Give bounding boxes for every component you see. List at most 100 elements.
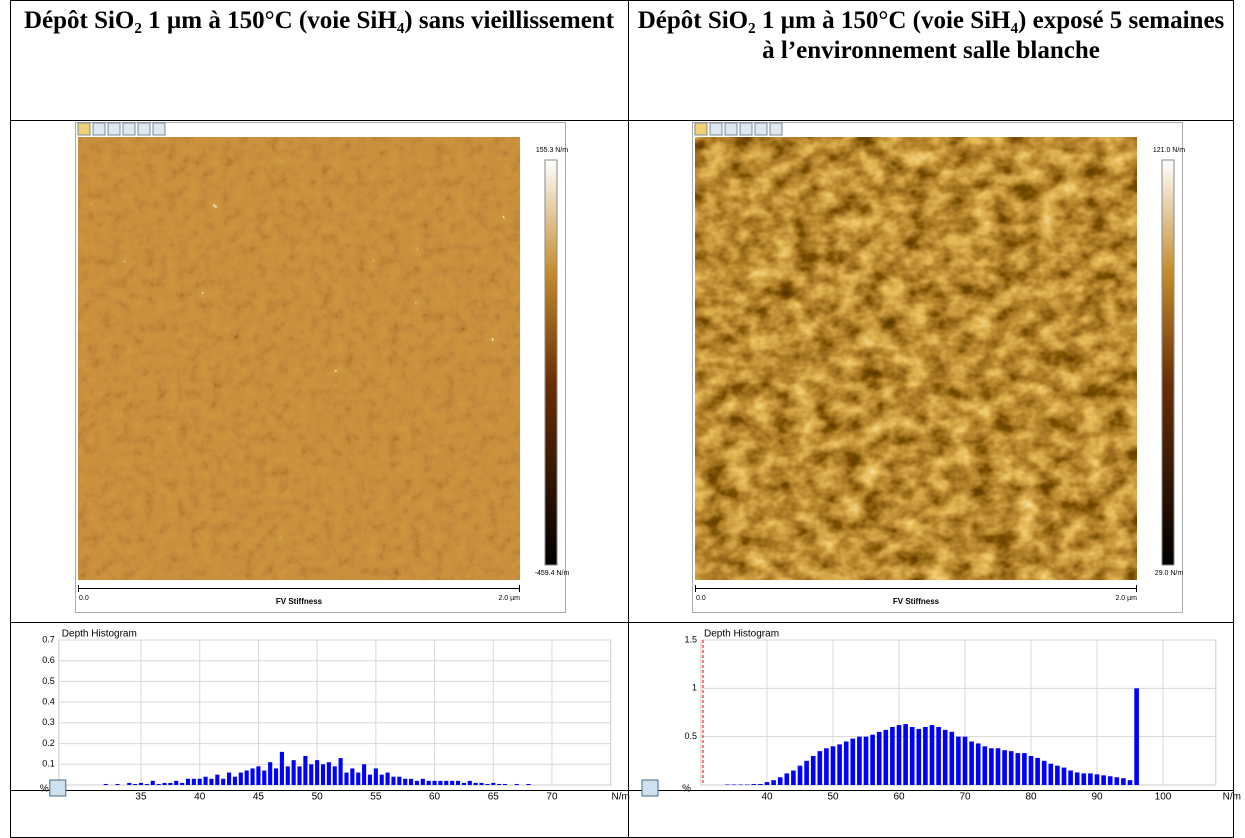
histogram-bar bbox=[1061, 767, 1067, 785]
histogram-bar bbox=[156, 783, 161, 785]
histogram-bar bbox=[338, 758, 343, 785]
toolbar-icon bbox=[92, 122, 106, 136]
histogram-bar bbox=[256, 766, 261, 785]
histogram-bar bbox=[1055, 765, 1060, 785]
histogram-bar bbox=[989, 748, 994, 785]
histogram-bar bbox=[103, 783, 108, 785]
histogram-bar bbox=[232, 776, 237, 785]
histogram-bar bbox=[115, 783, 120, 785]
histogram-bar bbox=[168, 782, 173, 785]
histogram-bar bbox=[995, 748, 1001, 785]
column-header: Dépôt SiO₂ 1 µm à 150°C (voie SiH₄) expo… bbox=[637, 7, 1225, 64]
histogram-title: Depth Histogram bbox=[62, 629, 137, 640]
histogram-bar bbox=[1074, 772, 1080, 785]
histogram-bar bbox=[1094, 774, 1100, 785]
x-tick-label: 65 bbox=[488, 792, 500, 803]
histogram-bar bbox=[876, 731, 882, 785]
histogram-bar bbox=[843, 741, 849, 785]
histogram-bar bbox=[215, 774, 220, 785]
histogram-bar bbox=[903, 724, 908, 785]
histogram-bar bbox=[403, 778, 408, 785]
histogram-bar bbox=[824, 748, 829, 785]
histogram-bar bbox=[883, 729, 889, 785]
histogram-title: Depth Histogram bbox=[704, 629, 779, 640]
histogram-bar bbox=[1121, 778, 1126, 785]
x-tick-label: 35 bbox=[135, 792, 147, 803]
afm-panel: 121.0 N/m 29.0 N/m 0.0 FV Stiffness 2.0 µm bbox=[692, 122, 1185, 613]
histogram-bar bbox=[127, 782, 132, 785]
histogram-bar bbox=[367, 774, 373, 785]
histogram-bar bbox=[285, 766, 290, 785]
histogram-bar bbox=[929, 725, 935, 785]
stiffness-map bbox=[78, 137, 520, 580]
toolbar-icon bbox=[754, 122, 768, 136]
toolbar-icon bbox=[137, 122, 151, 136]
y-axis-label: % bbox=[682, 784, 691, 795]
x-tick-label: 45 bbox=[253, 792, 265, 803]
scale-label: FV Stiffness bbox=[276, 597, 323, 606]
histogram-bar bbox=[1088, 773, 1093, 785]
x-tick-label: 70 bbox=[959, 792, 971, 803]
histogram-bar bbox=[758, 784, 763, 785]
histogram-bar bbox=[1035, 757, 1040, 785]
scale-end: 2.0 µm bbox=[1115, 595, 1137, 602]
y-tick-label: 0.4 bbox=[42, 697, 55, 707]
histogram-bar bbox=[432, 780, 437, 785]
histogram-bar bbox=[491, 782, 496, 785]
histogram-bar bbox=[391, 776, 396, 785]
histogram-bar bbox=[461, 782, 466, 785]
histogram-bar bbox=[771, 780, 776, 785]
scale-label: FV Stiffness bbox=[893, 597, 940, 606]
x-tick-label: 55 bbox=[370, 792, 382, 803]
histogram-bar bbox=[320, 764, 326, 785]
x-tick-label: 40 bbox=[194, 792, 206, 803]
histogram-bar bbox=[830, 746, 836, 785]
histogram-bar bbox=[291, 760, 296, 785]
histogram-bar bbox=[982, 746, 988, 785]
panel-frame bbox=[75, 122, 566, 613]
zoom-button bbox=[641, 779, 659, 797]
histogram-bar bbox=[975, 743, 981, 785]
colorbar-min: 29.0 N/m bbox=[1155, 570, 1184, 577]
column-header: Dépôt SiO₂ 1 µm à 150°C (voie SiH₄) sans… bbox=[23, 7, 615, 34]
x-tick-label: 50 bbox=[312, 792, 324, 803]
y-tick-label: 0.3 bbox=[42, 717, 55, 727]
histogram-bar bbox=[297, 766, 302, 785]
histogram-bar bbox=[837, 744, 842, 785]
histogram-bar bbox=[144, 783, 149, 785]
histogram-bar bbox=[1048, 763, 1054, 785]
histogram-bar bbox=[1101, 775, 1106, 785]
panel-frame bbox=[692, 122, 1183, 613]
histogram-bar bbox=[1114, 777, 1120, 785]
histogram-bar bbox=[870, 734, 875, 785]
histogram-bar bbox=[209, 778, 214, 785]
histogram-bar bbox=[174, 780, 179, 785]
histogram-bar bbox=[315, 760, 320, 785]
histogram-bar bbox=[138, 782, 144, 785]
histogram-bar bbox=[969, 741, 974, 785]
histogram-bar bbox=[817, 751, 823, 785]
histogram-bar bbox=[1134, 688, 1139, 785]
y-tick-label: 0.6 bbox=[42, 655, 55, 665]
toolbar-icon bbox=[77, 122, 91, 136]
toolbar-icon bbox=[107, 122, 121, 136]
histogram-bar bbox=[850, 738, 856, 785]
scale-start: 0.0 bbox=[79, 595, 89, 602]
histogram-bar bbox=[1068, 770, 1073, 785]
histogram-bar bbox=[185, 778, 191, 785]
x-tick-label: 60 bbox=[893, 792, 905, 803]
histogram: 0.5 1 1.5 40 50 60 70 80 90 100 Depth Histogram% N/… bbox=[641, 629, 1241, 803]
x-axis-label: N/m bbox=[612, 792, 630, 803]
histogram-bar bbox=[426, 780, 431, 785]
colorbar-min: -459.4 N/m bbox=[535, 570, 570, 577]
histogram-bar bbox=[373, 768, 378, 785]
histogram-bar bbox=[450, 780, 455, 785]
x-tick-label: 90 bbox=[1091, 792, 1103, 803]
x-tick-label: 70 bbox=[546, 792, 558, 803]
histogram-bar bbox=[350, 768, 355, 785]
toolbar-icon bbox=[769, 122, 783, 136]
histogram-bar bbox=[414, 780, 420, 785]
histogram-bar bbox=[797, 765, 803, 785]
